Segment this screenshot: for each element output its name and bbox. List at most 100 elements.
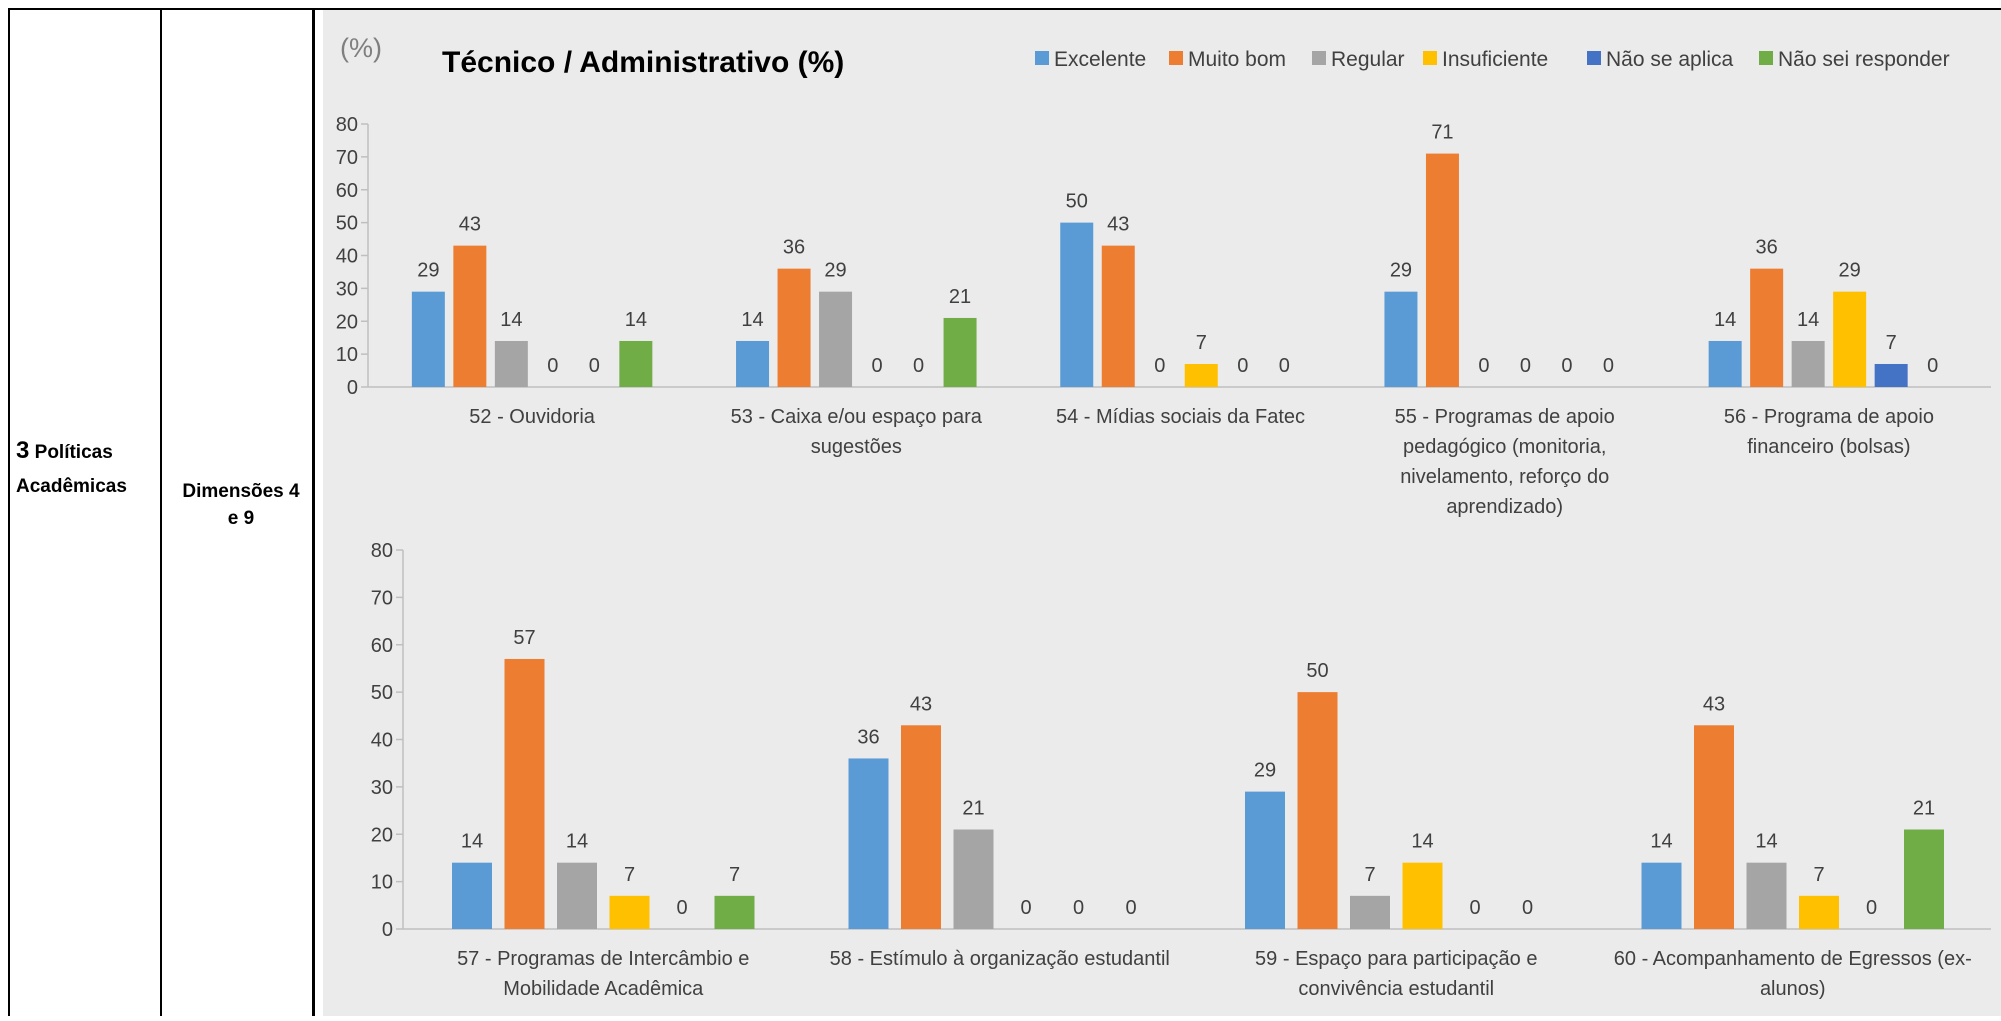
panel2-category-label: 60 - Acompanhamento de Egressos (ex-alun… [1614,948,1972,1000]
panel1-bar [1791,340,1825,387]
panel2-data-label: 14 [1755,831,1777,853]
panel2-y-tick-label: 50 [371,682,393,704]
panel1-category-label: 56 - Programa de apoio financeiro (bolsas… [1724,406,1934,458]
panel2-y-tick-label: 70 [371,587,393,609]
panel2-data-label: 0 [1522,897,1533,919]
panel1-data-label: 14 [1714,309,1736,331]
panel1-data-label: 0 [1478,355,1489,377]
panel1-data-label: 36 [783,237,805,259]
panel1-y-tick-label: 60 [336,180,358,202]
category-number: 3 [16,437,30,464]
panel2-bar [1297,692,1338,929]
legend-swatch-2 [1169,51,1183,65]
panel1-category-label: 52 - Ouvidoria [469,406,595,428]
panel1-category-label: 54 - Mídias sociais da Fatec [1056,406,1305,428]
panel2-category-label-line: 57 - Programas de Intercâmbio e [457,948,749,970]
panel1-category-label-line: 54 - Mídias sociais da Fatec [1056,406,1305,428]
panel2-category-label-line: alunos) [1760,978,1826,1000]
panel1-bar [1750,268,1784,387]
panel2-data-label: 0 [1469,897,1480,919]
panel2-data-label: 14 [1411,831,1433,853]
panel2-bar [1799,895,1839,929]
panel2-category-label-line: 58 - Estímulo à organização estudantil [830,948,1170,970]
panel1-bar [453,245,487,387]
panel2-bar [504,658,545,929]
panel1-data-label: 29 [417,260,439,282]
panel2-y-tick-label: 20 [371,824,393,846]
panel1-data-label: 0 [871,355,882,377]
panel2-data-label: 7 [624,864,635,886]
panel1-category-label-line: 56 - Programa de apoio [1724,406,1934,428]
panel2-data-label: 14 [461,831,483,853]
panel2-bar [1904,829,1944,929]
panel2-category-label: 58 - Estímulo à organização estudantil [830,948,1170,970]
panel2-data-label: 21 [1913,798,1935,820]
panel1-data-label: 21 [949,286,971,308]
legend-label-6: Não sei responder [1778,48,1950,71]
panel2-bar [1402,862,1443,929]
panel2-data-label: 50 [1306,660,1328,682]
panel1-category-label: 55 - Programas de apoio pedagógico (monit… [1395,406,1615,518]
panel2-data-label: 0 [1866,897,1877,919]
dimensions-label-line1: Dimensões 4 [182,481,300,502]
panel1-data-label: 0 [1237,355,1248,377]
panel2-data-label: 7 [1813,864,1824,886]
panel1-data-label: 29 [1839,260,1861,282]
panel1-category-label: 53 - Caixa e/ou espaço para sugestões [731,406,983,458]
panel1-y-tick-label: 10 [336,344,358,366]
panel1-category-label-line: 52 - Ouvidoria [469,406,595,428]
panel2-data-label: 21 [962,798,984,820]
panel2-bar [714,895,755,929]
panel2-category-label-line: convivência estudantil [1298,978,1494,1000]
panel2-bar [1245,791,1285,929]
panel1-y-tick-label: 50 [336,213,358,235]
panel1-bar [1708,340,1742,387]
panel2-bar [609,895,650,929]
table-border [8,8,2001,1018]
panel1-data-label: 0 [547,355,558,377]
legend-swatch-4 [1423,51,1437,65]
panel1-category-label-line: pedagógico (monitoria, [1403,436,1606,458]
panel1-bar [1384,291,1418,387]
panel1-data-label: 0 [913,355,924,377]
panel1-data-label: 7 [1196,332,1207,354]
panel2-bar [452,862,492,929]
category-label-line2: Acadêmicas [16,476,127,497]
chart-title: Técnico / Administrativo (%) [442,46,844,79]
panel2-data-label: 0 [1020,897,1031,919]
panel2-data-label: 43 [1703,693,1725,715]
panel1-data-label: 50 [1066,191,1088,213]
legend-swatch-5 [1587,51,1601,65]
panel1-data-label: 0 [1279,355,1290,377]
panel1-category-label-line: financeiro (bolsas) [1747,436,1910,458]
panel1-category-label-line: 55 - Programas de apoio [1395,406,1615,428]
panel1-bar [411,291,445,387]
panel1-y-tick-label: 30 [336,278,358,300]
panel1-bar [777,268,811,387]
legend-label-1: Excelente [1054,48,1146,71]
panel1-bar [619,340,653,387]
panel1-bar [1425,153,1459,387]
panel1-data-label: 0 [1520,355,1531,377]
panel1-category-label-line: nivelamento, reforço do [1400,466,1609,488]
panel1-data-label: 14 [741,309,763,331]
panel2-bar [1641,862,1682,929]
panel2-data-label: 57 [513,627,535,649]
legend-swatch-1 [1035,51,1049,65]
table-column-divider-2 [312,8,315,1016]
panel1-y-tick-label: 20 [336,311,358,333]
bar-chart: (%) Técnico / Administrativo (%) Excelente… [336,33,1991,1000]
panel2-category-label: 59 - Espaço para participação e convivênc… [1255,948,1537,1000]
legend-label-4: Insuficiente [1442,48,1548,71]
category-label-line1: Políticas [34,442,113,463]
panel1-bar [1874,363,1908,387]
panel2-bar [1694,725,1734,929]
legend-label-3: Regular [1331,48,1405,71]
panel1-data-label: 36 [1756,237,1778,259]
dimensions-label-line2: e 9 [227,508,255,529]
table-column-divider-1 [160,8,162,1016]
panel1-data-label: 0 [1927,355,1938,377]
legend-label-5: Não se aplica [1606,48,1734,71]
panel2-y-tick-label: 40 [371,730,393,752]
panel1-data-label: 14 [1797,309,1819,331]
